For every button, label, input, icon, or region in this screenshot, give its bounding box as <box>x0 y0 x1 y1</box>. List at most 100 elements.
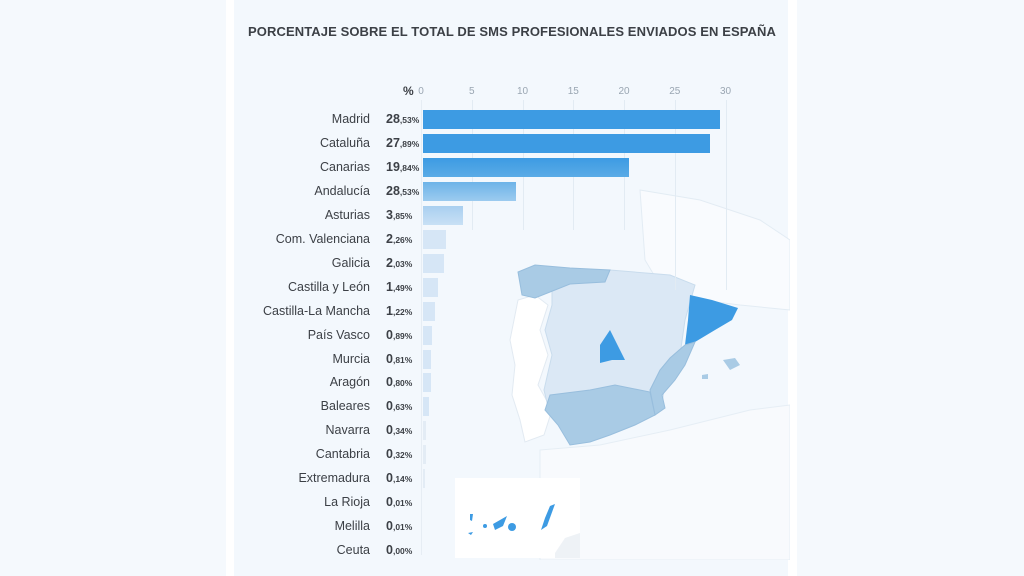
catalonia-region <box>685 295 738 345</box>
value-decimal: ,89% <box>399 138 420 149</box>
value-integer: 2 <box>386 255 393 270</box>
value-decimal: ,34% <box>392 426 413 437</box>
region-label: Galicia <box>331 255 370 270</box>
right-border-strip <box>788 0 797 576</box>
bar <box>423 181 517 201</box>
x-tick-label: 30 <box>719 86 732 97</box>
bar <box>423 205 463 225</box>
bar <box>423 325 433 345</box>
region-label: Asturias <box>324 207 370 222</box>
valencia-region <box>649 341 696 416</box>
value-integer: 0 <box>386 519 393 534</box>
canary-islands-inset <box>455 478 580 558</box>
value-integer: 0 <box>386 495 393 510</box>
value-integer: 0 <box>386 423 393 438</box>
region-label: País Vasco <box>307 327 370 342</box>
value-decimal: ,80% <box>392 378 413 389</box>
value-decimal: ,00% <box>392 546 413 557</box>
africa-landmass <box>539 404 790 560</box>
value-integer: 28 <box>386 112 400 126</box>
region-label: Castilla-La Mancha <box>263 303 370 318</box>
gridline <box>725 100 727 290</box>
x-tick-label: 10 <box>516 86 529 97</box>
bar <box>423 421 427 441</box>
value-decimal: ,26% <box>392 234 413 245</box>
region-value: 0,01% <box>386 519 412 533</box>
bar <box>423 301 436 321</box>
bar <box>423 349 432 369</box>
region-value: 27,89% <box>386 136 419 150</box>
value-integer: 3 <box>386 207 393 222</box>
bar <box>423 229 447 249</box>
region-value: 0,63% <box>386 399 412 413</box>
region-value: 28,53% <box>386 112 419 126</box>
value-decimal: ,63% <box>392 402 413 413</box>
value-integer: 19 <box>386 159 400 174</box>
galicia-asturias <box>517 264 611 299</box>
value-decimal: ,81% <box>392 354 413 365</box>
region-value: 19,84% <box>386 160 419 174</box>
bar <box>423 110 721 129</box>
region-value: 3,85% <box>386 208 412 222</box>
value-integer: 0 <box>386 327 393 342</box>
value-integer: 0 <box>386 351 393 366</box>
region-value: 0,81% <box>386 352 412 366</box>
axis-zero-line <box>421 100 422 555</box>
bar <box>423 253 445 273</box>
canary-islands-map <box>468 504 580 558</box>
value-decimal: ,53% <box>399 186 420 197</box>
andalucia-region <box>544 384 656 446</box>
region-label: Murcia <box>332 351 370 366</box>
region-value: 1,49% <box>386 280 412 294</box>
bar <box>423 445 427 465</box>
region-label: Madrid <box>331 112 370 126</box>
value-decimal: ,22% <box>392 306 413 317</box>
madrid-region <box>600 330 625 363</box>
value-integer: 1 <box>386 303 393 318</box>
value-integer: 0 <box>386 399 393 414</box>
value-integer: 0 <box>386 471 393 486</box>
region-label: Extremadura <box>298 471 370 486</box>
value-integer: 2 <box>386 231 393 246</box>
region-value: 0,32% <box>386 447 412 461</box>
x-tick-label: 15 <box>567 86 579 97</box>
region-label: Cataluña <box>319 135 370 150</box>
region-label: Baleares <box>320 399 370 414</box>
region-value: 0,89% <box>386 328 412 342</box>
value-decimal: ,32% <box>392 450 413 461</box>
region-label: Andalucía <box>314 183 370 198</box>
portugal <box>509 294 553 443</box>
chart-title: PORCENTAJE SOBRE EL TOTAL DE SMS PROFESI… <box>247 24 777 39</box>
region-value: 0,00% <box>386 543 412 557</box>
region-value: 0,34% <box>386 423 412 437</box>
value-decimal: ,03% <box>392 258 413 269</box>
bar <box>423 157 630 177</box>
value-decimal: ,53% <box>399 115 420 125</box>
value-integer: 0 <box>386 447 393 462</box>
bar <box>423 277 439 297</box>
region-label: Cantabria <box>315 447 370 462</box>
region-value: 28,53% <box>386 184 419 198</box>
region-label: Aragón <box>329 375 370 390</box>
balearic-islands <box>723 358 740 370</box>
left-border-strip <box>226 0 235 576</box>
value-decimal: ,01% <box>392 522 413 533</box>
region-label: Ceuta <box>336 543 370 558</box>
axis-unit-label: % <box>403 84 414 98</box>
gridline <box>674 100 676 290</box>
spain-map <box>509 189 790 560</box>
value-decimal: ,84% <box>399 162 420 173</box>
x-tick-label: 0 <box>418 86 424 97</box>
value-integer: 28 <box>386 183 400 198</box>
region-label: Com. Valenciana <box>275 231 370 246</box>
x-tick-label: 5 <box>468 86 475 97</box>
balearic-small <box>702 374 708 379</box>
region-label: Canarias <box>319 159 370 174</box>
value-decimal: ,85% <box>392 210 413 221</box>
bar <box>423 397 430 417</box>
region-value: 0,01% <box>386 495 412 509</box>
value-integer: 27 <box>386 135 400 150</box>
bar <box>423 133 711 153</box>
bar <box>423 469 425 489</box>
value-decimal: ,89% <box>392 330 413 341</box>
